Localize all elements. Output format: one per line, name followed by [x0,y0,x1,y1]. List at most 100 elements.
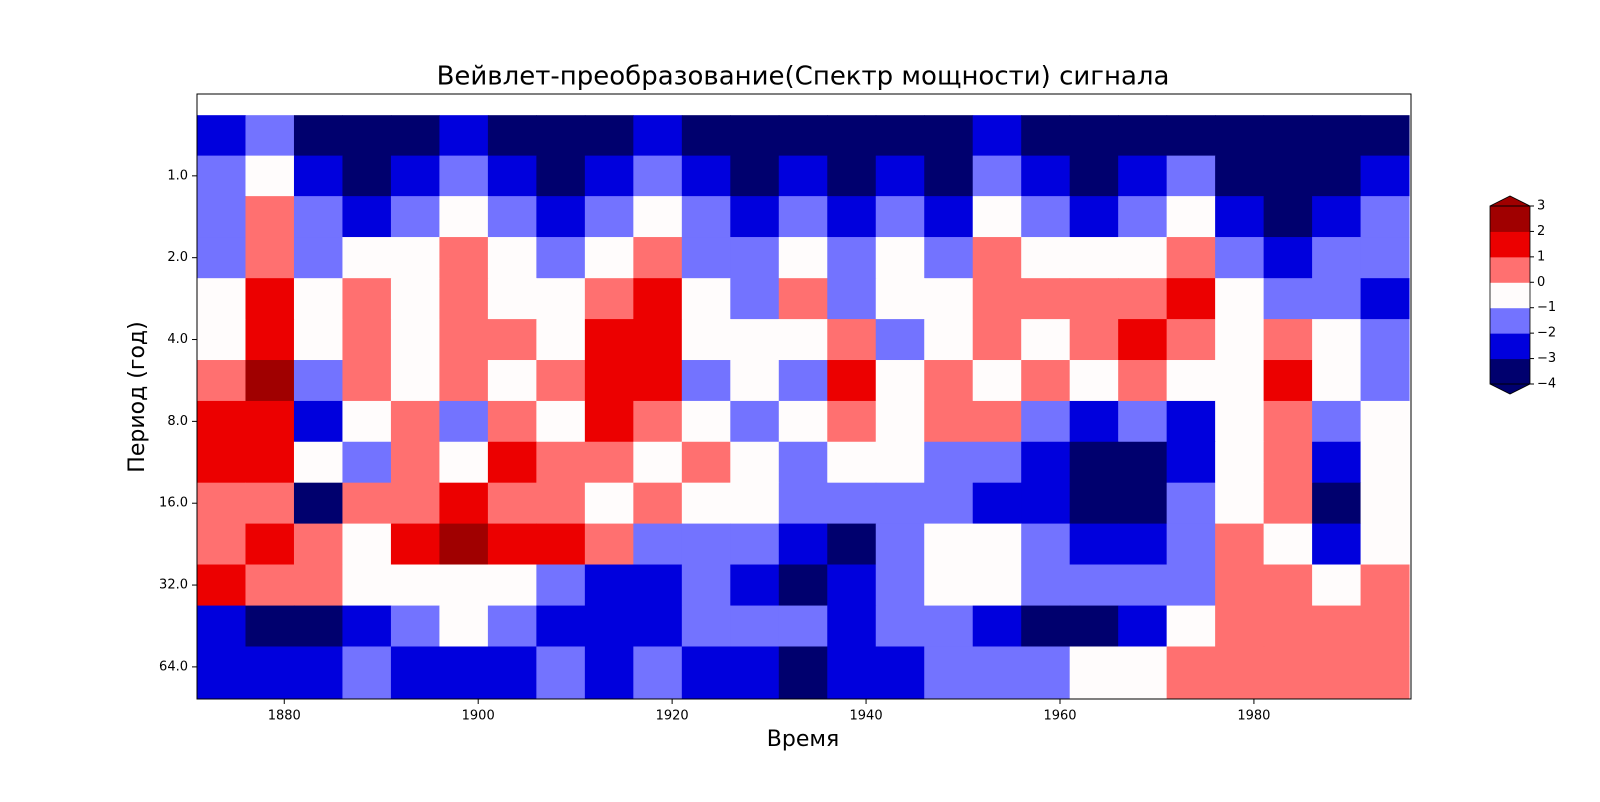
heat-cell [681,278,731,320]
heat-cell [827,482,877,525]
heat-cell [924,115,974,157]
heat-cell [730,115,780,157]
heat-cell [827,564,877,607]
heat-cell [875,482,925,525]
heat-cell [924,564,974,607]
heat-cell [584,564,634,607]
heat-cell [972,400,1022,443]
heat-cell [584,482,634,525]
heat-cell [1360,482,1410,525]
heat-cell [1263,482,1313,525]
heat-cell [197,360,246,402]
heat-cell [293,523,343,566]
heat-cell [1166,237,1216,279]
heat-cell [1021,155,1071,197]
heat-cell [1215,196,1265,238]
heat-cell [197,196,246,238]
heat-cell [439,564,489,607]
heat-cell [827,196,877,238]
heat-cell [924,237,974,279]
heat-cell [293,155,343,197]
heat-cell [972,646,1022,699]
heat-cell [1069,155,1119,197]
heat-cell [439,278,489,320]
heat-cell [827,523,877,566]
heat-cell [487,360,537,402]
heat-cell [875,319,925,361]
heat-cell [1263,237,1313,279]
heat-cell [293,237,343,279]
heat-cell [342,319,392,361]
heat-cell [1360,196,1410,238]
heat-cell [1021,400,1071,443]
heat-cell [245,482,295,525]
colorbar-band [1490,333,1530,360]
heat-cell [1360,155,1410,197]
heat-cell [390,360,440,402]
heat-cell [342,155,392,197]
heat-cell [390,441,440,484]
heat-cell [1118,360,1168,402]
heat-cell [1069,605,1119,647]
heat-cell [730,155,780,197]
heat-cell [293,564,343,607]
heat-cell [1166,605,1216,647]
heat-cell [1166,441,1216,484]
heat-cell [390,646,440,699]
heat-cell [1118,237,1168,279]
heat-cell [681,441,731,484]
colorbar-band [1490,256,1530,283]
heat-cell [536,319,586,361]
heat-cell [1118,605,1168,647]
heat-cell [1215,237,1265,279]
heat-cell [487,319,537,361]
heat-cell [1069,115,1119,157]
heat-cell [584,400,634,443]
heat-cell [1118,155,1168,197]
x-tick-label: 1940 [850,709,883,724]
colorbar-frame [1489,205,1531,385]
heat-cell [1263,278,1313,320]
heat-cell [1263,441,1313,484]
heat-cell [924,523,974,566]
heat-cell [1263,646,1313,699]
heat-cell [681,646,731,699]
heat-cell [1166,196,1216,238]
colorbar-extend-top [1489,195,1531,207]
heat-cell [681,196,731,238]
heat-cell [536,564,586,607]
heat-cell [197,400,246,443]
heat-cell [1069,523,1119,566]
heat-cell [1118,196,1168,238]
heat-cell [390,482,440,525]
heat-cell [1021,196,1071,238]
heat-cell [1360,360,1410,402]
heat-cell [293,319,343,361]
heat-cell [827,237,877,279]
heat-cell [197,319,246,361]
x-tick-label: 1980 [1237,709,1270,724]
heat-cell [197,278,246,320]
plot-frame [196,93,1412,700]
heat-cell [439,400,489,443]
colorbar-tick-label: 2 [1537,224,1545,239]
heat-cell [1021,360,1071,402]
heat-cell [293,360,343,402]
heat-cell [1312,523,1362,566]
heat-cell [390,523,440,566]
colorbar-extend-bottom [1489,383,1531,395]
heat-cell [778,360,828,402]
colorbar-tick-label: −2 [1537,326,1556,341]
heat-cell [875,237,925,279]
heat-cell [1215,400,1265,443]
heat-cell [875,523,925,566]
heat-cell [924,400,974,443]
colorbar-band [1490,307,1530,334]
heat-cell [1263,319,1313,361]
heat-cell [1215,155,1265,197]
heat-cell [197,605,246,647]
heat-cell [633,564,683,607]
heat-cell [633,237,683,279]
heat-cell [1069,278,1119,320]
